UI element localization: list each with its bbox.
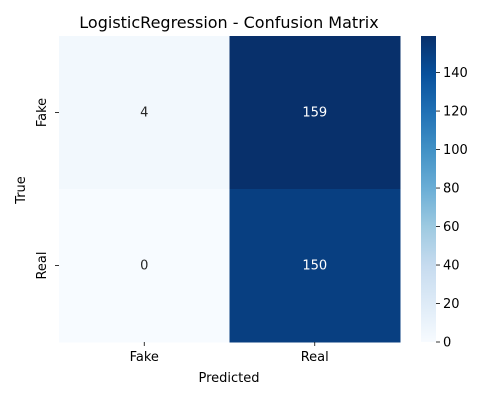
colorbar-tick-label: 120 [443,105,468,120]
y-tick-label: Fake [35,98,50,127]
heatmap-cell-labels: 4 159 0 150 [140,106,327,274]
heatmap-cell [59,36,230,190]
chart-title: LogisticRegression - Confusion Matrix [79,13,378,32]
heatmap-cell [229,189,401,343]
y-tick-label: Real [35,251,50,279]
colorbar-tick-label: 0 [443,336,451,351]
heatmap-cells [59,36,401,343]
colorbar-tick-label: 80 [443,182,460,197]
colorbar-tick-label: 20 [443,297,460,312]
colorbar [421,36,436,342]
x-tick-label: Real [301,350,329,365]
x-axis: Fake Real [130,342,329,365]
y-axis-label: True [14,176,29,205]
cell-value-label: 4 [140,106,148,121]
x-tick-label: Fake [130,350,159,365]
x-axis-label: Predicted [198,371,259,386]
colorbar-tick-label: 100 [443,143,468,158]
colorbar-tick-label: 140 [443,66,468,81]
cell-value-label: 159 [302,106,327,121]
cell-value-label: 0 [140,259,148,274]
heatmap-cell [59,189,230,343]
colorbar-tick-label: 40 [443,259,460,274]
y-axis: Fake Real [35,98,59,280]
colorbar-ticks: 0 20 40 60 80 100 120 140 [436,66,468,351]
colorbar-tick-label: 60 [443,220,460,235]
cell-value-label: 150 [302,259,327,274]
heatmap-cell [229,36,401,190]
